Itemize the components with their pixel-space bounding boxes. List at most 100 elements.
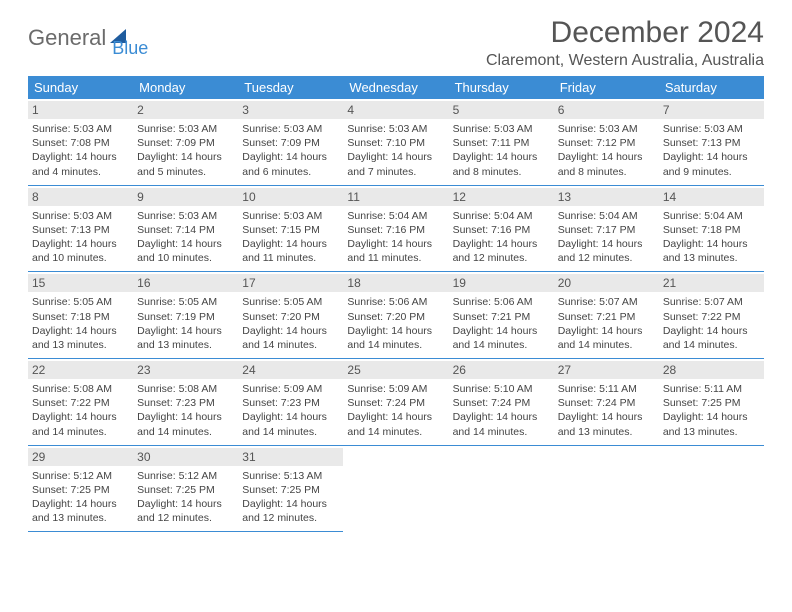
day-details: Sunrise: 5:11 AMSunset: 7:25 PMDaylight:… bbox=[663, 382, 760, 439]
calendar-cell: 17Sunrise: 5:05 AMSunset: 7:20 PMDayligh… bbox=[238, 272, 343, 359]
day-number: 23 bbox=[133, 361, 238, 379]
page-subtitle: Claremont, Western Australia, Australia bbox=[486, 52, 764, 70]
weekday-header: Wednesday bbox=[343, 76, 448, 99]
calendar-cell: 9 Sunrise: 5:03 AMSunset: 7:14 PMDaylight… bbox=[133, 185, 238, 272]
day-number: 20 bbox=[554, 274, 659, 292]
calendar-cell: 27 Sunrise: 5:11 AMSunset: 7:24 PMDayligh… bbox=[554, 359, 659, 446]
day-number: 24 bbox=[238, 361, 343, 379]
day-details: Sunrise: 5:03 AMSunset: 7:08 PMDaylight:… bbox=[32, 122, 129, 179]
day-number: 29 bbox=[28, 448, 133, 466]
calendar-cell: 6Sunrise: 5:03 AMSunset: 7:12 PMDaylight… bbox=[554, 99, 659, 185]
day-details: Sunrise: 5:06 AMSunset: 7:20 PMDaylight:… bbox=[347, 295, 444, 352]
day-number: 15 bbox=[28, 274, 133, 292]
logo: General Blue bbox=[28, 16, 148, 59]
calendar-week-row: 29Sunrise: 5:12 AMSunset: 7:25 PMDayligh… bbox=[28, 445, 764, 532]
calendar-cell: 28 Sunrise: 5:11 AMSunset: 7:25 PMDayligh… bbox=[659, 359, 764, 446]
calendar-cell: 29Sunrise: 5:12 AMSunset: 7:25 PMDayligh… bbox=[28, 445, 133, 532]
day-number: 5 bbox=[449, 101, 554, 119]
day-details: Sunrise: 5:11 AMSunset: 7:24 PMDaylight:… bbox=[558, 382, 655, 439]
day-number: 25 bbox=[343, 361, 448, 379]
day-details: Sunrise: 5:09 AMSunset: 7:24 PMDaylight:… bbox=[347, 382, 444, 439]
day-details: Sunrise: 5:03 AMSunset: 7:12 PMDaylight:… bbox=[558, 122, 655, 179]
day-number: 27 bbox=[554, 361, 659, 379]
day-details: Sunrise: 5:13 AMSunset: 7:25 PMDaylight:… bbox=[242, 469, 339, 526]
day-details: Sunrise: 5:03 AMSunset: 7:13 PMDaylight:… bbox=[32, 209, 129, 266]
day-details: Sunrise: 5:04 AMSunset: 7:16 PMDaylight:… bbox=[347, 209, 444, 266]
calendar-cell bbox=[449, 445, 554, 532]
day-details: Sunrise: 5:04 AMSunset: 7:17 PMDaylight:… bbox=[558, 209, 655, 266]
day-details: Sunrise: 5:08 AMSunset: 7:22 PMDaylight:… bbox=[32, 382, 129, 439]
day-number: 14 bbox=[659, 188, 764, 206]
calendar-cell bbox=[659, 445, 764, 532]
day-details: Sunrise: 5:03 AMSunset: 7:13 PMDaylight:… bbox=[663, 122, 760, 179]
calendar-cell: 8 Sunrise: 5:03 AMSunset: 7:13 PMDaylight… bbox=[28, 185, 133, 272]
weekday-header: Friday bbox=[554, 76, 659, 99]
day-details: Sunrise: 5:05 AMSunset: 7:18 PMDaylight:… bbox=[32, 295, 129, 352]
day-number: 28 bbox=[659, 361, 764, 379]
weekday-header: Thursday bbox=[449, 76, 554, 99]
title-block: December 2024 Claremont, Western Austral… bbox=[486, 16, 764, 70]
calendar-cell: 14 Sunrise: 5:04 AMSunset: 7:18 PMDayligh… bbox=[659, 185, 764, 272]
calendar-cell: 4 Sunrise: 5:03 AMSunset: 7:10 PMDaylight… bbox=[343, 99, 448, 185]
calendar-cell: 18 Sunrise: 5:06 AMSunset: 7:20 PMDayligh… bbox=[343, 272, 448, 359]
calendar-cell bbox=[554, 445, 659, 532]
day-details: Sunrise: 5:04 AMSunset: 7:16 PMDaylight:… bbox=[453, 209, 550, 266]
day-details: Sunrise: 5:03 AMSunset: 7:09 PMDaylight:… bbox=[242, 122, 339, 179]
day-details: Sunrise: 5:10 AMSunset: 7:24 PMDaylight:… bbox=[453, 382, 550, 439]
day-details: Sunrise: 5:08 AMSunset: 7:23 PMDaylight:… bbox=[137, 382, 234, 439]
day-number: 13 bbox=[554, 188, 659, 206]
calendar-week-row: 22 Sunrise: 5:08 AMSunset: 7:22 PMDayligh… bbox=[28, 359, 764, 446]
day-details: Sunrise: 5:07 AMSunset: 7:22 PMDaylight:… bbox=[663, 295, 760, 352]
day-number: 3 bbox=[238, 101, 343, 119]
day-number: 1 bbox=[28, 101, 133, 119]
day-details: Sunrise: 5:03 AMSunset: 7:10 PMDaylight:… bbox=[347, 122, 444, 179]
logo-text-blue: Blue bbox=[112, 38, 148, 59]
day-number: 22 bbox=[28, 361, 133, 379]
calendar-cell: 26 Sunrise: 5:10 AMSunset: 7:24 PMDayligh… bbox=[449, 359, 554, 446]
calendar-cell: 3 Sunrise: 5:03 AMSunset: 7:09 PMDaylight… bbox=[238, 99, 343, 185]
calendar-cell: 24 Sunrise: 5:09 AMSunset: 7:23 PMDayligh… bbox=[238, 359, 343, 446]
calendar-cell: 23 Sunrise: 5:08 AMSunset: 7:23 PMDayligh… bbox=[133, 359, 238, 446]
weekday-header-row: Sunday Monday Tuesday Wednesday Thursday… bbox=[28, 76, 764, 99]
calendar-cell: 16 Sunrise: 5:05 AMSunset: 7:19 PMDayligh… bbox=[133, 272, 238, 359]
calendar-week-row: 8 Sunrise: 5:03 AMSunset: 7:13 PMDaylight… bbox=[28, 185, 764, 272]
weekday-header: Tuesday bbox=[238, 76, 343, 99]
day-details: Sunrise: 5:03 AMSunset: 7:09 PMDaylight:… bbox=[137, 122, 234, 179]
weekday-header: Monday bbox=[133, 76, 238, 99]
day-number: 7 bbox=[659, 101, 764, 119]
calendar-cell: 2 Sunrise: 5:03 AMSunset: 7:09 PMDaylight… bbox=[133, 99, 238, 185]
day-number: 8 bbox=[28, 188, 133, 206]
day-number: 12 bbox=[449, 188, 554, 206]
weekday-header: Saturday bbox=[659, 76, 764, 99]
day-details: Sunrise: 5:03 AMSunset: 7:15 PMDaylight:… bbox=[242, 209, 339, 266]
day-details: Sunrise: 5:03 AMSunset: 7:14 PMDaylight:… bbox=[137, 209, 234, 266]
day-number: 17 bbox=[238, 274, 343, 292]
day-number: 9 bbox=[133, 188, 238, 206]
day-number: 16 bbox=[133, 274, 238, 292]
day-details: Sunrise: 5:09 AMSunset: 7:23 PMDaylight:… bbox=[242, 382, 339, 439]
day-details: Sunrise: 5:05 AMSunset: 7:19 PMDaylight:… bbox=[137, 295, 234, 352]
day-number: 26 bbox=[449, 361, 554, 379]
calendar-week-row: 15 Sunrise: 5:05 AMSunset: 7:18 PMDayligh… bbox=[28, 272, 764, 359]
calendar-cell: 22 Sunrise: 5:08 AMSunset: 7:22 PMDayligh… bbox=[28, 359, 133, 446]
calendar-cell: 20 Sunrise: 5:07 AMSunset: 7:21 PMDayligh… bbox=[554, 272, 659, 359]
day-number: 21 bbox=[659, 274, 764, 292]
day-number: 31 bbox=[238, 448, 343, 466]
day-details: Sunrise: 5:07 AMSunset: 7:21 PMDaylight:… bbox=[558, 295, 655, 352]
day-details: Sunrise: 5:12 AMSunset: 7:25 PMDaylight:… bbox=[137, 469, 234, 526]
day-number: 2 bbox=[133, 101, 238, 119]
day-number: 30 bbox=[133, 448, 238, 466]
day-details: Sunrise: 5:04 AMSunset: 7:18 PMDaylight:… bbox=[663, 209, 760, 266]
calendar-cell: 19Sunrise: 5:06 AMSunset: 7:21 PMDayligh… bbox=[449, 272, 554, 359]
calendar-cell: 31 Sunrise: 5:13 AMSunset: 7:25 PMDayligh… bbox=[238, 445, 343, 532]
calendar-cell: 30 Sunrise: 5:12 AMSunset: 7:25 PMDayligh… bbox=[133, 445, 238, 532]
calendar-cell: 25 Sunrise: 5:09 AMSunset: 7:24 PMDayligh… bbox=[343, 359, 448, 446]
day-number: 10 bbox=[238, 188, 343, 206]
day-number: 4 bbox=[343, 101, 448, 119]
calendar-cell bbox=[343, 445, 448, 532]
calendar-table: Sunday Monday Tuesday Wednesday Thursday… bbox=[28, 76, 764, 532]
day-number: 18 bbox=[343, 274, 448, 292]
logo-text-general: General bbox=[28, 25, 106, 51]
weekday-header: Sunday bbox=[28, 76, 133, 99]
calendar-cell: 11Sunrise: 5:04 AMSunset: 7:16 PMDayligh… bbox=[343, 185, 448, 272]
